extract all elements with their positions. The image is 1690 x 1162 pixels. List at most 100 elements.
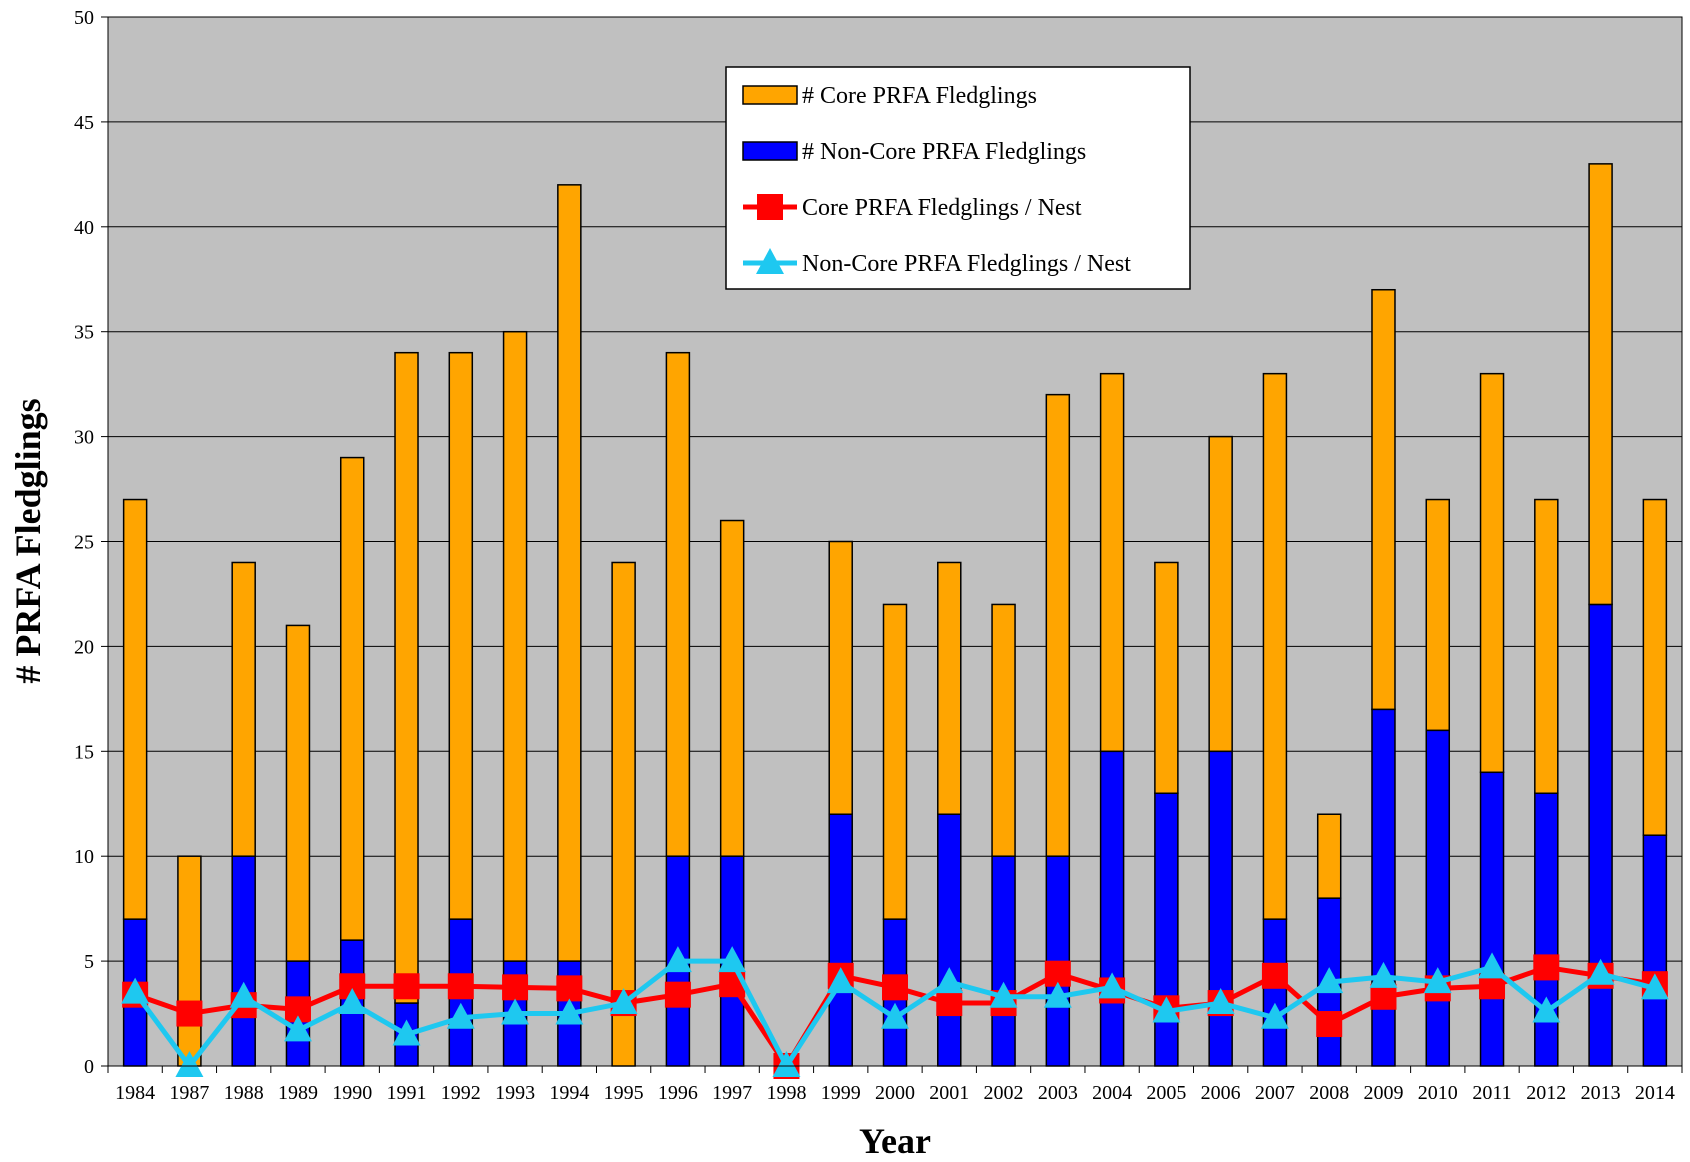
- x-tick-label-1994: 1994: [549, 1082, 589, 1104]
- bar-core-2008: [1316, 813, 1342, 899]
- point-2012: [1533, 954, 1560, 981]
- bar-core-2012: [1534, 498, 1559, 795]
- bar-noncore-2013: [1588, 603, 1613, 1067]
- x-tick-label-2005: 2005: [1146, 1082, 1186, 1104]
- bar-core-2005: [1154, 561, 1179, 795]
- point-2010: [1423, 967, 1452, 994]
- bar-core-2009: [1371, 288, 1396, 711]
- y-tick-label: 5: [84, 951, 94, 973]
- x-tick-label-1987: 1987: [169, 1082, 209, 1104]
- bar-core-1996: [665, 351, 691, 857]
- point-2005: [1152, 996, 1181, 1023]
- bar-core-2000: [882, 603, 908, 920]
- point-2014: [1640, 973, 1669, 1000]
- legend-label: Non-Core PRFA Fledglings / Nest: [802, 251, 1131, 277]
- point-2002: [989, 981, 1018, 1008]
- point-2003: [1043, 981, 1072, 1008]
- bar-noncore-2010: [1425, 729, 1451, 1067]
- bar-core-2013: [1588, 163, 1613, 606]
- x-tick-label-2004: 2004: [1092, 1082, 1132, 1104]
- x-tick-label-2002: 2002: [984, 1082, 1024, 1104]
- point-1989: [283, 1015, 312, 1042]
- x-tick-label-2006: 2006: [1201, 1082, 1241, 1104]
- point-1988: [229, 981, 258, 1008]
- bar-core-1992: [448, 351, 474, 920]
- x-tick-label-1988: 1988: [224, 1082, 264, 1104]
- point-2000: [882, 974, 908, 1001]
- x-tick-label-1990: 1990: [332, 1082, 372, 1104]
- y-axis-title: # PRFA Fledglings: [8, 398, 48, 683]
- x-tick-labels: 1984 1987 1988 1989 1990 1991 1992 1993 1994 1995…: [115, 1082, 1675, 1104]
- y-tick-label: 30: [74, 427, 94, 449]
- bar-core-2007: [1262, 372, 1288, 920]
- bar-core-1990: [339, 456, 365, 941]
- y-tick-label: 35: [74, 322, 94, 344]
- legend: # Core PRFA Fledglings # Non-Core PRFA Fl…: [725, 66, 1191, 290]
- y-tick-label: 25: [74, 532, 94, 554]
- bar-noncore-2002: [991, 855, 1016, 1067]
- bar-core-2001: [937, 561, 962, 815]
- plot-border: [107, 16, 1683, 1067]
- x-tick-label-2009: 2009: [1363, 1082, 1403, 1104]
- legend-label: # Non-Core PRFA Fledglings: [802, 139, 1086, 165]
- point-1999: [826, 967, 855, 994]
- x-tick-label-1998: 1998: [766, 1082, 806, 1104]
- bar-core-2003: [1045, 393, 1071, 857]
- point-1984: [121, 977, 150, 1004]
- point-1997: [718, 946, 747, 973]
- point-1992: [447, 973, 474, 1000]
- x-tick-label-2011: 2011: [1472, 1082, 1511, 1104]
- bar-core-1984: [122, 498, 148, 920]
- legend-item: # Non-Core PRFA Fledglings: [742, 139, 1086, 165]
- legend-swatch: [742, 85, 798, 105]
- point-1993: [501, 998, 530, 1025]
- bar-noncore-1999: [828, 813, 853, 1067]
- legend-swatch: [742, 141, 798, 161]
- bar-core-1997: [719, 519, 745, 857]
- legend-item: # Core PRFA Fledglings: [742, 83, 1037, 109]
- bar-noncore-2007: [1262, 918, 1288, 1067]
- point-1996: [664, 981, 691, 1008]
- bar-core-1994: [557, 184, 582, 962]
- legend-marker: [757, 194, 783, 220]
- legend-label: Core PRFA Fledglings / Nest: [802, 195, 1082, 221]
- bar-core-1991: [394, 351, 419, 1004]
- x-axis-title: Year: [859, 1121, 931, 1161]
- bar-noncore-2012: [1534, 792, 1559, 1067]
- legend-box: [725, 66, 1191, 290]
- y-tick-labels: 0 5 10 15 20 25 30 35 40 45 50: [74, 7, 94, 1078]
- y-tick-label: 0: [84, 1056, 94, 1078]
- y-tick-label: 20: [74, 636, 94, 658]
- legend-label: # Core PRFA Fledglings: [802, 83, 1037, 109]
- bar-core-1987: [177, 855, 202, 1067]
- x-tick-label-1991: 1991: [387, 1082, 427, 1104]
- axes: [101, 16, 1683, 1073]
- x-tick-label-2007: 2007: [1255, 1082, 1295, 1104]
- bar-core-2011: [1479, 372, 1505, 774]
- x-tick-label-1995: 1995: [604, 1082, 644, 1104]
- point-1991: [392, 1019, 421, 1046]
- x-tick-label-2012: 2012: [1526, 1082, 1566, 1104]
- point-2013: [1586, 958, 1615, 985]
- series-lines: [121, 946, 1669, 1079]
- bar-core-2006: [1208, 435, 1233, 753]
- point-2001: [935, 967, 964, 994]
- bar-noncore-2014: [1642, 834, 1668, 1067]
- x-tick-label-1993: 1993: [495, 1082, 535, 1104]
- x-tick-label-2000: 2000: [875, 1082, 915, 1104]
- x-tick-label-1999: 1999: [821, 1082, 861, 1104]
- point-1991: [393, 973, 420, 1000]
- x-tick-label-2010: 2010: [1418, 1082, 1458, 1104]
- x-tick-label-1996: 1996: [658, 1082, 698, 1104]
- point-1995: [609, 988, 638, 1015]
- line-series-noncore-per-nest: [121, 946, 1669, 1077]
- bar-noncore-2005: [1154, 792, 1179, 1067]
- bar-core-1993: [502, 330, 528, 962]
- bar-noncore-2009: [1371, 708, 1396, 1067]
- x-tick-label-2014: 2014: [1635, 1082, 1675, 1104]
- point-1992: [446, 1002, 475, 1029]
- bars: [122, 163, 1668, 1067]
- point-2006: [1206, 988, 1235, 1015]
- bar-noncore-1988: [231, 855, 256, 1067]
